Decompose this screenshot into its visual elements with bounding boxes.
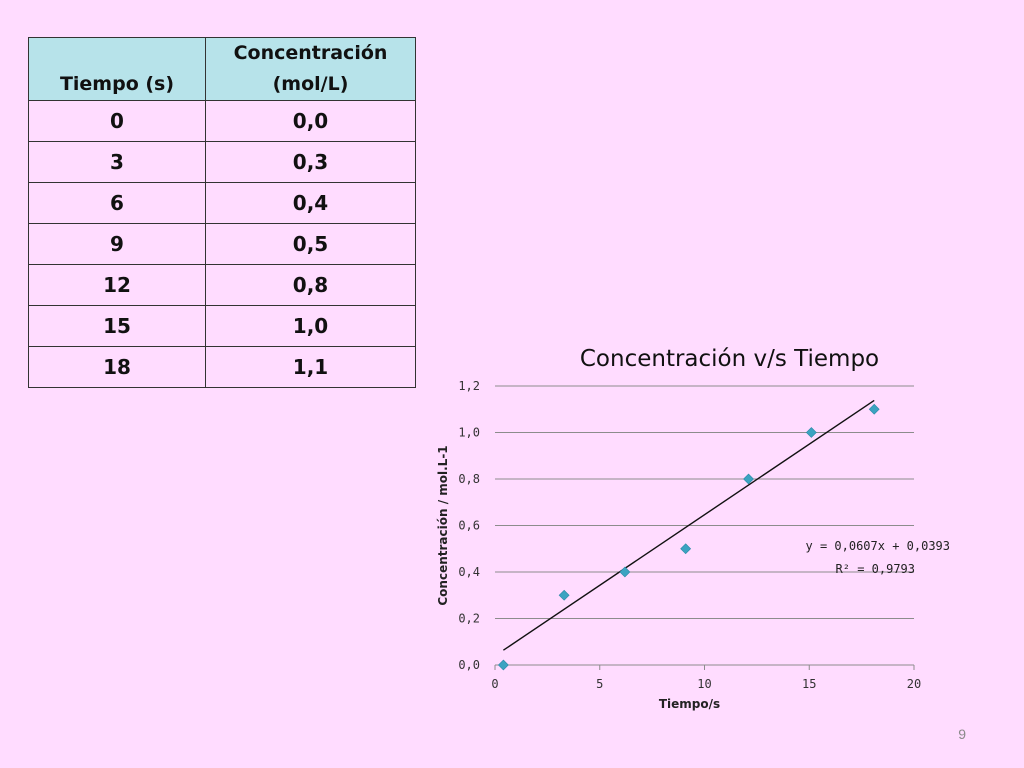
y-tick-label: 1,0	[458, 426, 480, 440]
header-tiempo: Tiempo (s)	[28, 37, 206, 101]
cell-concentracion: 0,3	[205, 141, 416, 183]
chart-svg: Concentración v/s Tiempo 0,0 0,2 0,4 0,6 0,8 1…	[436, 346, 951, 711]
x-axis-label: Tiempo/s	[659, 697, 720, 711]
x-tick-label: 20	[907, 677, 921, 691]
data-point	[805, 427, 817, 438]
table-row: 9 0,5	[28, 223, 416, 265]
y-tick-label: 0,6	[458, 519, 480, 533]
table-row: 12 0,8	[28, 264, 416, 306]
x-tick-label: 15	[802, 677, 816, 691]
table-row: 3 0,3	[28, 141, 416, 183]
table-row: 6 0,4	[28, 182, 416, 224]
data-point	[743, 473, 754, 485]
data-point	[680, 543, 692, 555]
cell-concentracion: 0,5	[205, 223, 416, 265]
y-tick-label: 1,2	[458, 379, 480, 393]
cell-tiempo: 15	[28, 305, 206, 347]
y-tick-label: 0,4	[458, 565, 480, 579]
cell-concentracion: 1,0	[205, 305, 416, 347]
cell-tiempo: 18	[28, 346, 206, 388]
data-point	[558, 589, 570, 601]
table-header-row: Tiempo (s) Concentración (mol/L)	[28, 37, 416, 101]
y-tick-label: 0,2	[458, 612, 480, 626]
trendline-r2: R² = 0,9793	[836, 562, 915, 576]
data-point	[868, 403, 880, 415]
y-tick-label: 0,8	[458, 472, 480, 486]
y-tick-label: 0,0	[458, 658, 480, 672]
data-point	[619, 566, 631, 578]
cell-tiempo: 3	[28, 141, 206, 183]
cell-tiempo: 6	[28, 182, 206, 224]
cell-concentracion: 0,4	[205, 182, 416, 224]
x-tick-label: 5	[596, 677, 603, 691]
cell-concentracion: 1,1	[205, 346, 416, 388]
table-row: 0 0,0	[28, 100, 416, 142]
trendline	[502, 399, 875, 651]
chart-title: Concentración v/s Tiempo	[580, 346, 879, 372]
table-row: 18 1,1	[28, 346, 416, 388]
data-point	[497, 659, 509, 671]
cell-tiempo: 0	[28, 100, 206, 142]
table-row: 15 1,0	[28, 305, 416, 347]
cell-tiempo: 9	[28, 223, 206, 265]
scatter-chart: Concentración v/s Tiempo 0,0 0,2 0,4 0,6 0,8 1…	[420, 330, 980, 730]
trendline-equation: y = 0,0607x + 0,0393	[806, 539, 951, 553]
header-concentracion: Concentración (mol/L)	[205, 37, 416, 101]
x-tick-label: 0	[491, 677, 498, 691]
data-table: Tiempo (s) Concentración (mol/L) 0 0,0 3 0,…	[28, 37, 416, 388]
page-number: 9	[958, 726, 966, 742]
x-tick-label: 10	[697, 677, 711, 691]
cell-concentracion: 0,0	[205, 100, 416, 142]
y-axis-label: Concentración / mol.L-1	[436, 445, 450, 605]
cell-concentracion: 0,8	[205, 264, 416, 306]
cell-tiempo: 12	[28, 264, 206, 306]
